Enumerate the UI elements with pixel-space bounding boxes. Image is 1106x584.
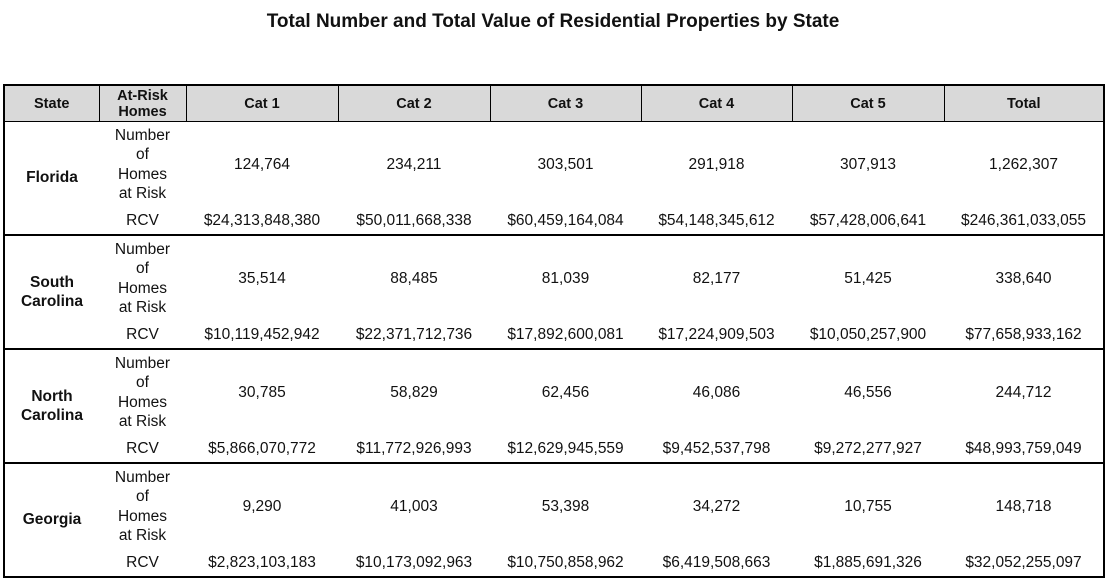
- table-row-rcv: RCV $10,119,452,942 $22,371,712,736 $17,892…: [4, 321, 1104, 350]
- row-label-number: Number of Homes at Risk: [114, 126, 171, 203]
- state-name: South Carolina: [4, 235, 99, 350]
- number-cell: 291,918: [688, 155, 745, 173]
- number-cell: 53,398: [541, 497, 590, 515]
- rcv-cell: $1,885,691,326: [792, 549, 944, 578]
- number-cell: 234,211: [386, 155, 442, 173]
- table-row-rcv: RCV $2,823,103,183 $10,173,092,963 $10,750,…: [4, 549, 1104, 578]
- number-cell: 244,712: [995, 383, 1052, 401]
- rcv-cell: $48,993,759,049: [944, 435, 1104, 464]
- row-label-rcv: RCV: [99, 549, 186, 578]
- number-cell: 46,556: [844, 383, 892, 401]
- rcv-cell: $12,629,945,559: [490, 435, 641, 464]
- header-row: State At-Risk Homes Cat 1 Cat 2 Cat 3 Ca…: [3, 84, 1105, 122]
- number-cell: 30,785: [238, 383, 286, 401]
- rcv-cell: $54,148,345,612: [641, 207, 792, 236]
- table-row-number: Florida Number of Homes at Risk 124,764 234…: [4, 121, 1104, 236]
- number-cell: 88,485: [390, 269, 438, 287]
- number-cell: 148,718: [995, 497, 1052, 515]
- rcv-cell: $50,011,668,338: [338, 207, 490, 236]
- rcv-cell: $9,452,537,798: [641, 435, 792, 464]
- row-label-number: Number of Homes at Risk: [114, 354, 171, 431]
- number-cell: 81,039: [541, 269, 590, 287]
- state-name: Georgia: [4, 463, 99, 578]
- rcv-cell: $77,658,933,162: [944, 321, 1104, 350]
- state-name: Florida: [4, 121, 99, 236]
- table-row-rcv: RCV $24,313,848,380 $50,011,668,338 $60,459…: [4, 207, 1104, 236]
- rcv-cell: $2,823,103,183: [186, 549, 338, 578]
- state-name: North Carolina: [4, 349, 99, 464]
- rcv-cell: $246,361,033,055: [944, 207, 1104, 236]
- number-cell: 82,177: [692, 269, 741, 287]
- number-cell: 1,262,307: [989, 155, 1058, 173]
- rcv-cell: $10,750,858,962: [490, 549, 641, 578]
- table-body: Florida Number of Homes at Risk 124,764 234…: [4, 121, 1104, 578]
- rcv-cell: $17,224,909,503: [641, 321, 792, 350]
- row-label-rcv: RCV: [99, 207, 186, 236]
- rcv-cell: $6,419,508,663: [641, 549, 792, 578]
- rcv-cell: $60,459,164,084: [490, 207, 641, 236]
- rcv-cell: $5,866,070,772: [186, 435, 338, 464]
- number-cell: 307,913: [839, 155, 897, 173]
- header-state: State: [3, 84, 100, 122]
- table-row-rcv: RCV $5,866,070,772 $11,772,926,993 $12,629,…: [4, 435, 1104, 464]
- number-cell: 303,501: [537, 155, 594, 173]
- rcv-cell: $10,050,257,900: [792, 321, 944, 350]
- number-cell: 62,456: [541, 383, 590, 401]
- number-cell: 34,272: [692, 497, 741, 515]
- page-title: Total Number and Total Value of Resident…: [266, 11, 840, 32]
- table-row-number: South Carolina Number of Homes at Risk 35,…: [4, 235, 1104, 350]
- rcv-cell: $10,173,092,963: [338, 549, 490, 578]
- header-total: Total: [943, 84, 1105, 122]
- rcv-cell: $11,772,926,993: [338, 435, 490, 464]
- row-label-number: Number of Homes at Risk: [114, 468, 171, 545]
- rcv-cell: $57,428,006,641: [792, 207, 944, 236]
- header-cat-5: Cat 5: [791, 84, 945, 122]
- number-cell: 10,755: [844, 497, 892, 515]
- header-cat-4: Cat 4: [640, 84, 793, 122]
- number-cell: 9,290: [242, 497, 282, 515]
- rcv-cell: $32,052,255,097: [944, 549, 1104, 578]
- rcv-cell: $10,119,452,942: [186, 321, 338, 350]
- row-label-rcv: RCV: [99, 435, 186, 464]
- rcv-cell: $17,892,600,081: [490, 321, 641, 350]
- table-row-number: Georgia Number of Homes at Risk 9,290 41,00…: [4, 463, 1104, 578]
- header-cat-3: Cat 3: [489, 84, 642, 122]
- number-cell: 124,764: [233, 155, 291, 173]
- number-cell: 58,829: [390, 383, 438, 401]
- header-at-risk-homes: At-Risk Homes: [98, 84, 187, 122]
- number-cell: 51,425: [844, 269, 892, 287]
- table-row-number: North Carolina Number of Homes at Risk 30,…: [4, 349, 1104, 464]
- row-label-number: Number of Homes at Risk: [114, 240, 171, 317]
- header-cat-2: Cat 2: [337, 84, 491, 122]
- rcv-cell: $22,371,712,736: [338, 321, 490, 350]
- header-cat-1: Cat 1: [185, 84, 339, 122]
- number-cell: 46,086: [692, 383, 741, 401]
- number-cell: 41,003: [390, 497, 438, 515]
- number-cell: 338,640: [995, 269, 1052, 287]
- rcv-cell: $24,313,848,380: [186, 207, 338, 236]
- row-label-rcv: RCV: [99, 321, 186, 350]
- rcv-cell: $9,272,277,927: [792, 435, 944, 464]
- number-cell: 35,514: [238, 269, 286, 287]
- properties-table: State At-Risk Homes Cat 1 Cat 2 Cat 3 Ca…: [3, 84, 1105, 578]
